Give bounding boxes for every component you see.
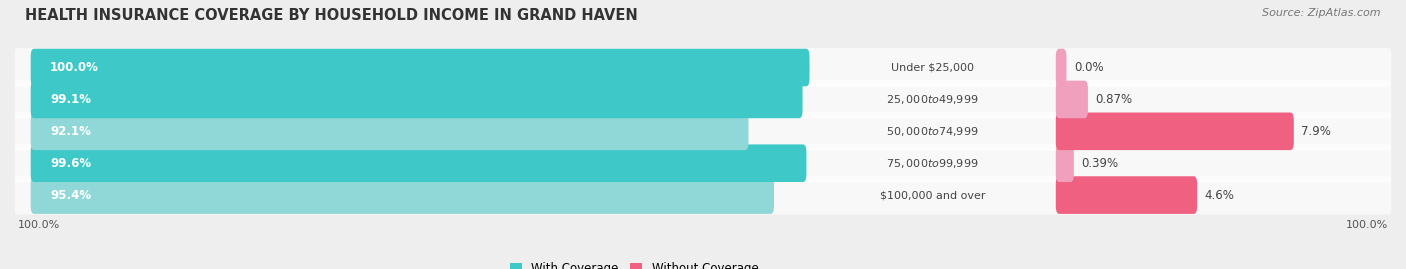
FancyBboxPatch shape (14, 144, 1392, 183)
Legend: With Coverage, Without Coverage: With Coverage, Without Coverage (510, 262, 758, 269)
Text: 99.1%: 99.1% (51, 93, 91, 106)
Text: 7.9%: 7.9% (1301, 125, 1331, 138)
Text: 95.4%: 95.4% (51, 189, 91, 201)
Text: HEALTH INSURANCE COVERAGE BY HOUSEHOLD INCOME IN GRAND HAVEN: HEALTH INSURANCE COVERAGE BY HOUSEHOLD I… (25, 8, 638, 23)
FancyBboxPatch shape (14, 176, 1392, 214)
FancyBboxPatch shape (31, 81, 803, 118)
FancyBboxPatch shape (1056, 176, 1197, 214)
FancyBboxPatch shape (14, 80, 1392, 119)
Text: $100,000 and over: $100,000 and over (880, 190, 986, 200)
Text: 99.6%: 99.6% (51, 157, 91, 170)
FancyBboxPatch shape (1056, 112, 1294, 150)
Text: 0.87%: 0.87% (1095, 93, 1132, 106)
Text: Source: ZipAtlas.com: Source: ZipAtlas.com (1263, 8, 1381, 18)
Text: 0.0%: 0.0% (1074, 61, 1104, 74)
Text: 100.0%: 100.0% (51, 61, 98, 74)
Text: $75,000 to $99,999: $75,000 to $99,999 (886, 157, 979, 170)
Text: Under $25,000: Under $25,000 (891, 63, 974, 73)
FancyBboxPatch shape (1056, 49, 1066, 86)
Text: 0.39%: 0.39% (1081, 157, 1118, 170)
FancyBboxPatch shape (31, 176, 773, 214)
FancyBboxPatch shape (31, 49, 810, 86)
FancyBboxPatch shape (14, 112, 1392, 151)
FancyBboxPatch shape (1056, 81, 1088, 118)
FancyBboxPatch shape (1056, 144, 1074, 182)
FancyBboxPatch shape (14, 48, 1392, 87)
Text: 100.0%: 100.0% (18, 220, 60, 230)
FancyBboxPatch shape (31, 112, 748, 150)
Text: $25,000 to $49,999: $25,000 to $49,999 (886, 93, 979, 106)
Text: $50,000 to $74,999: $50,000 to $74,999 (886, 125, 979, 138)
Text: 4.6%: 4.6% (1205, 189, 1234, 201)
Text: 100.0%: 100.0% (1346, 220, 1388, 230)
Text: 92.1%: 92.1% (51, 125, 91, 138)
FancyBboxPatch shape (31, 144, 807, 182)
